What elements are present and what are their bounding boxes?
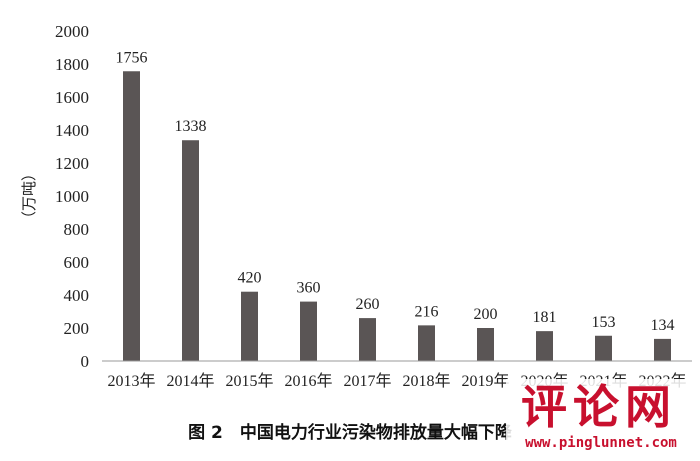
y-tick-label: 2000 xyxy=(55,22,89,41)
bar-value-label: 153 xyxy=(592,314,616,331)
bar-value-label: 360 xyxy=(297,280,321,297)
bar-value-label: 1756 xyxy=(116,49,148,66)
y-tick-label: 800 xyxy=(64,220,90,239)
y-axis: 0 200 400 600 800 1000 1200 1400 1600 1800 2000 xyxy=(55,22,89,371)
bar xyxy=(595,335,612,361)
figure-caption: 图 2 中国电力行业污染物排放量大幅下降 xyxy=(188,423,512,443)
x-tick-label: 2017年 xyxy=(343,372,391,390)
data-labels: 1756 1338 420 360 260 216 200 181 153 134 xyxy=(116,49,675,334)
x-tick-label: 2016年 xyxy=(284,372,332,390)
y-tick-label: 200 xyxy=(64,319,90,338)
bar-value-label: 134 xyxy=(651,317,675,334)
watermark: 评论网 www.pinglunnet.com xyxy=(506,379,696,457)
y-tick-label: 400 xyxy=(64,286,90,305)
bar-value-label: 216 xyxy=(415,303,439,320)
bar xyxy=(359,318,376,361)
x-tick-label: 2013年 xyxy=(107,372,155,390)
bar-value-label: 200 xyxy=(474,306,498,323)
y-tick-label: 0 xyxy=(81,352,90,371)
y-tick-label: 600 xyxy=(64,253,90,272)
bar xyxy=(300,301,317,361)
x-tick-label: 2018年 xyxy=(402,372,450,390)
y-axis-label: （万吨） xyxy=(20,166,38,226)
bar xyxy=(182,140,199,361)
y-tick-label: 1600 xyxy=(55,88,89,107)
bars xyxy=(123,71,671,361)
watermark-url: www.pinglunnet.com xyxy=(525,435,677,451)
watermark-text: 评论网 xyxy=(521,380,677,434)
bar-value-label: 260 xyxy=(356,296,380,313)
x-tick-label: 2019年 xyxy=(461,372,509,390)
y-tick-label: 1000 xyxy=(55,187,89,206)
bar xyxy=(418,325,435,361)
bar-value-label: 1338 xyxy=(175,118,207,135)
y-tick-label: 1200 xyxy=(55,154,89,173)
x-tick-label: 2015年 xyxy=(225,372,273,390)
bar-value-label: 420 xyxy=(238,270,262,287)
y-tick-label: 1800 xyxy=(55,55,89,74)
bar-value-label: 181 xyxy=(533,309,557,326)
bar xyxy=(241,291,258,361)
y-tick-label: 1400 xyxy=(55,121,89,140)
bar xyxy=(123,71,140,361)
bar xyxy=(654,338,671,361)
bar xyxy=(536,331,553,361)
bar xyxy=(477,328,494,361)
x-tick-label: 2014年 xyxy=(166,372,214,390)
